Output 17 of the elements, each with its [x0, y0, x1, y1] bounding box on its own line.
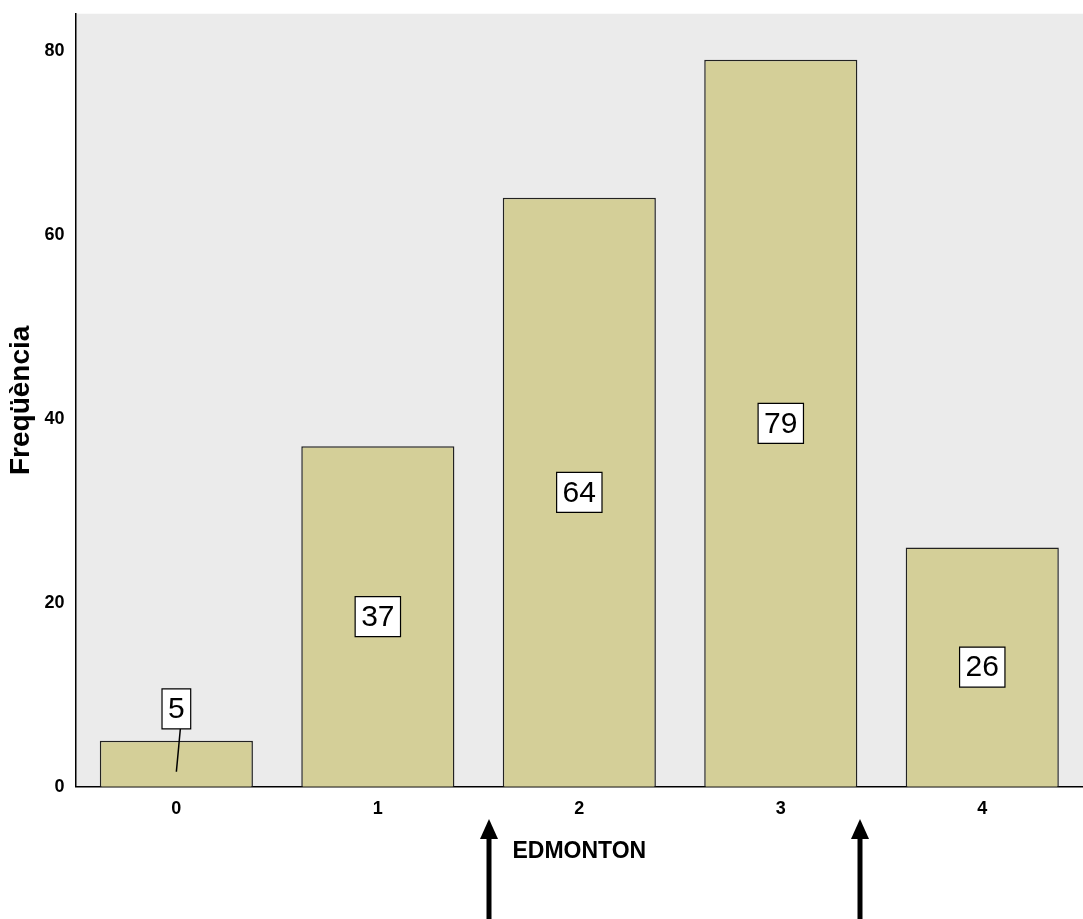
x-tick-label: 3: [775, 797, 786, 818]
y-tick-label: 60: [44, 223, 65, 244]
data-label: 5: [168, 691, 185, 725]
y-tick-label: 20: [44, 591, 65, 612]
x-tick-label: 4: [977, 797, 988, 818]
x-axis-title: EDMONTON: [512, 836, 647, 863]
y-axis-title: Freqüència: [3, 325, 35, 475]
x-tick-label: 0: [171, 797, 182, 818]
y-tick-label: 80: [44, 39, 65, 60]
y-tick-label: 0: [54, 775, 65, 796]
data-label: 79: [764, 405, 798, 439]
data-label: 64: [562, 474, 596, 508]
data-label: 37: [361, 598, 395, 632]
data-label: 26: [965, 649, 999, 683]
x-tick-label: 1: [372, 797, 383, 818]
y-tick-label: 40: [44, 407, 65, 428]
x-tick-label: 2: [574, 797, 585, 818]
